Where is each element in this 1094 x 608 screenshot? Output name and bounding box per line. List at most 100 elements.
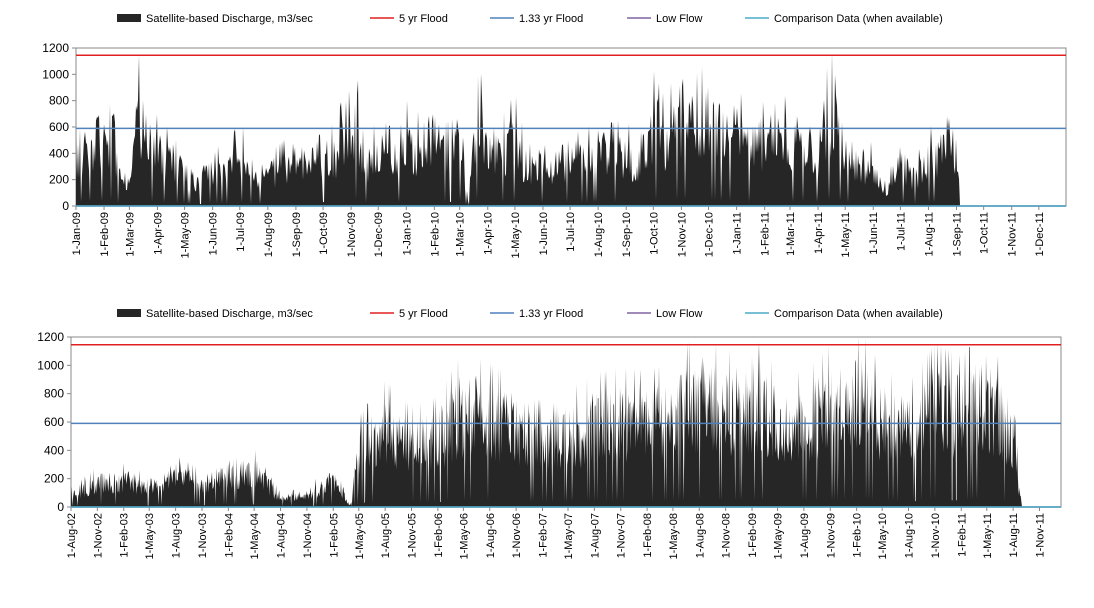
chart1-x-tick-label-4: 1-Aug-03 <box>171 513 183 558</box>
chart0-x-tick-label-7: 1-Aug-09 <box>263 212 275 257</box>
chart-2009-2011: Satellite-based Discharge, m3/sec 5 yr Fl… <box>42 13 1067 258</box>
chart1-x-tick-label-34: 1-Feb-11 <box>956 513 968 557</box>
chart1-y-tick-label-4: 800 <box>44 387 64 401</box>
chart0-x-tick-label-33: 1-Oct-11 <box>979 212 991 254</box>
chart1-x-tick-label-37: 1-Nov-11 <box>1035 513 1047 557</box>
chart1-y-tick-label-5: 1000 <box>37 358 64 372</box>
chart0-x-tick-label-13: 1-Feb-10 <box>429 212 441 257</box>
chart1-x-tick-label-7: 1-May-04 <box>249 513 261 559</box>
chart1-x-tick-label-17: 1-Nov-06 <box>511 513 523 558</box>
chart0-y-tick-label-3: 600 <box>49 120 69 134</box>
chart1-legend-swatch-0 <box>117 309 141 317</box>
chart0-legend-swatch-0 <box>117 14 141 22</box>
chart0-x-tick-label-24: 1-Jan-11 <box>732 212 744 255</box>
chart1-y-tick-label-2: 400 <box>44 443 64 457</box>
chart1-x-tick-label-6: 1-Feb-04 <box>223 513 235 558</box>
chart0-x-tick-label-17: 1-Jun-10 <box>538 212 550 255</box>
chart1-legend-label-4: Comparison Data (when available) <box>774 308 943 320</box>
chart1-x-tick-label-23: 1-May-08 <box>668 513 680 559</box>
chart0-legend-label-0: Satellite-based Discharge, m3/sec <box>146 13 313 25</box>
chart1-legend-label-3: Low Flow <box>656 308 703 320</box>
chart1-x-tick-label-22: 1-Feb-08 <box>642 513 654 558</box>
chart0-x-tick-label-30: 1-Jul-11 <box>895 212 907 251</box>
chart1-discharge-area <box>71 337 1061 507</box>
chart0-x-tick-label-27: 1-Apr-11 <box>813 212 825 254</box>
chart1-x-tick-label-32: 1-Aug-10 <box>904 513 916 558</box>
chart0-x-tick-label-34: 1-Nov-11 <box>1007 212 1019 256</box>
chart1-y-tick-label-1: 200 <box>44 472 64 486</box>
chart1-y-tick-label-0: 0 <box>57 500 64 514</box>
chart1-x-tick-label-8: 1-Aug-04 <box>276 513 288 558</box>
chart0-x-tick-label-12: 1-Jan-10 <box>401 212 413 255</box>
chart1-x-tick-label-26: 1-Feb-09 <box>747 513 759 558</box>
chart1-x-tick-label-18: 1-Feb-07 <box>537 513 549 558</box>
chart1-x-tick-label-13: 1-Nov-05 <box>407 513 419 558</box>
chart1-y-tick-label-3: 600 <box>44 415 64 429</box>
chart1-legend-label-0: Satellite-based Discharge, m3/sec <box>146 308 313 320</box>
chart0-x-tick-label-6: 1-Jul-09 <box>235 212 247 252</box>
chart0-legend-label-2: 1.33 yr Flood <box>519 13 583 25</box>
chart0-y-tick-label-2: 400 <box>49 146 69 160</box>
chart0-legend-label-3: Low Flow <box>656 13 703 25</box>
chart0-x-tick-label-16: 1-May-10 <box>510 212 522 258</box>
chart1-x-tick-label-28: 1-Aug-09 <box>799 513 811 558</box>
chart0-x-tick-label-11: 1-Dec-09 <box>373 212 385 257</box>
chart0-x-tick-label-35: 1-Dec-11 <box>1034 212 1046 256</box>
chart1-x-tick-label-27: 1-May-09 <box>773 513 785 559</box>
chart1-x-tick-label-2: 1-Feb-03 <box>119 513 131 558</box>
chart1-x-tick-label-1: 1-Nov-02 <box>92 513 104 558</box>
chart1-legend-label-2: 1.33 yr Flood <box>519 308 583 320</box>
chart-2002-2011: Satellite-based Discharge, m3/sec 5 yr Fl… <box>37 308 1062 559</box>
chart0-x-tick-label-18: 1-Jul-10 <box>565 212 577 252</box>
chart1-x-tick-label-25: 1-Nov-08 <box>721 513 733 558</box>
chart1-x-tick-label-11: 1-May-05 <box>354 513 366 559</box>
chart1-x-tick-label-21: 1-Nov-07 <box>616 513 628 558</box>
chart1-x-tick-label-15: 1-May-06 <box>458 513 470 559</box>
chart0-x-tick-label-1: 1-Feb-09 <box>99 212 111 257</box>
chart0-x-tick-label-14: 1-Mar-10 <box>455 212 467 257</box>
chart0-y-tick-label-4: 800 <box>49 94 69 108</box>
chart0-y-tick-label-5: 1000 <box>42 67 69 81</box>
chart0-x-tick-label-25: 1-Feb-11 <box>760 212 772 256</box>
chart1-y-tick-label-6: 1200 <box>37 330 64 344</box>
chart0-x-tick-label-32: 1-Sep-11 <box>952 212 964 256</box>
chart0-x-tick-label-26: 1-Mar-11 <box>785 212 797 256</box>
chart0-x-tick-label-4: 1-May-09 <box>180 212 192 258</box>
chart1-x-tick-label-31: 1-May-10 <box>877 513 889 559</box>
chart1-x-tick-label-29: 1-Nov-09 <box>825 513 837 558</box>
chart0-x-tick-label-10: 1-Nov-09 <box>346 212 358 257</box>
chart1-x-tick-label-33: 1-Nov-10 <box>930 513 942 558</box>
chart1-x-tick-label-3: 1-May-03 <box>144 513 156 559</box>
chart0-x-tick-label-20: 1-Sep-10 <box>621 212 633 257</box>
chart0-x-tick-label-5: 1-Jun-09 <box>208 212 220 255</box>
chart1-x-tick-label-14: 1-Feb-06 <box>433 513 445 558</box>
chart1-x-tick-label-9: 1-Nov-04 <box>302 513 314 558</box>
chart0-x-tick-label-22: 1-Nov-10 <box>676 212 688 257</box>
chart0-x-tick-label-28: 1-May-11 <box>840 212 852 258</box>
chart0-y-tick-label-1: 200 <box>49 173 69 187</box>
chart0-x-tick-label-15: 1-Apr-10 <box>483 212 495 255</box>
chart0-legend-label-4: Comparison Data (when available) <box>774 13 943 25</box>
chart0-y-tick-label-6: 1200 <box>42 41 69 55</box>
chart1-x-tick-label-10: 1-Feb-05 <box>328 513 340 558</box>
chart0-x-tick-label-31: 1-Aug-11 <box>923 212 935 256</box>
chart0-x-tick-label-23: 1-Dec-10 <box>704 212 716 257</box>
chart0-legend-label-1: 5 yr Flood <box>399 13 448 25</box>
chart1-x-tick-label-35: 1-May-11 <box>982 513 994 559</box>
chart1-x-tick-label-5: 1-Nov-03 <box>197 513 209 558</box>
chart0-x-tick-label-19: 1-Aug-10 <box>593 212 605 257</box>
chart1-x-tick-label-30: 1-Feb-10 <box>852 513 864 558</box>
chart1-x-tick-label-12: 1-Aug-05 <box>380 513 392 558</box>
chart0-x-tick-label-21: 1-Oct-10 <box>648 212 660 255</box>
chart0-discharge-area <box>76 52 1066 207</box>
chart1-x-tick-label-36: 1-Aug-11 <box>1008 513 1020 557</box>
chart0-x-tick-label-3: 1-Apr-09 <box>152 212 164 255</box>
chart0-x-tick-label-29: 1-Jun-11 <box>868 212 880 255</box>
chart1-x-tick-label-0: 1-Aug-02 <box>66 513 78 558</box>
chart1-x-tick-label-16: 1-Aug-06 <box>485 513 497 558</box>
chart0-x-tick-label-8: 1-Sep-09 <box>291 212 303 257</box>
chart1-x-tick-label-24: 1-Aug-08 <box>694 513 706 558</box>
chart1-x-tick-label-19: 1-May-07 <box>563 513 575 559</box>
chart0-x-tick-label-9: 1-Oct-09 <box>318 212 330 255</box>
